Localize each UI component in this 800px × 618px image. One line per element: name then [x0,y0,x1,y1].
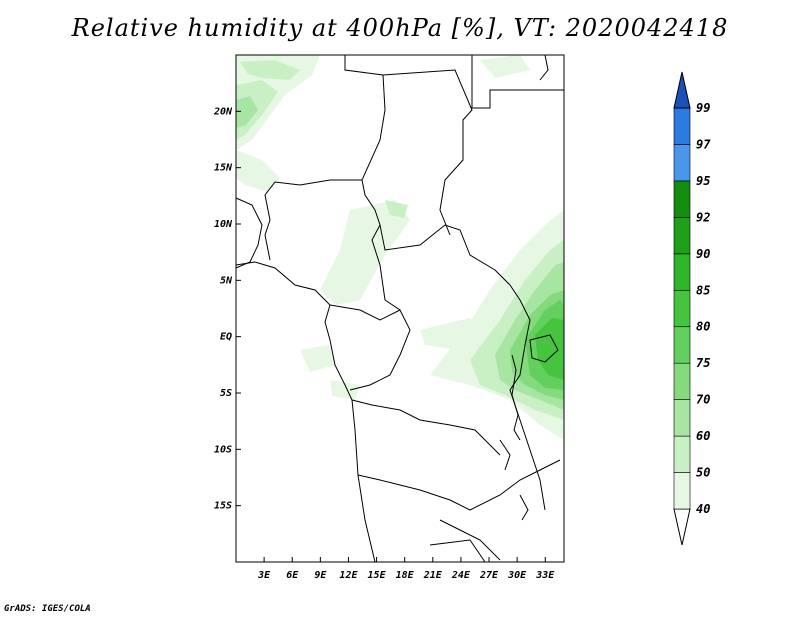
lon-tick-label: 12E [339,570,358,581]
map-frame [235,54,565,563]
colorbar-label: 85 [696,283,710,297]
colorbar-segment [673,107,691,145]
colorbar-segment [673,362,691,400]
colorbar-label: 95 [696,174,710,188]
colorbar-segment [673,289,691,328]
lat-tick-label: 5S [220,388,232,399]
lon-tick-label: 15E [368,570,387,581]
colorbar-segment [673,326,691,364]
lon-tick-label: 6E [286,570,299,581]
grads-credit: GrADS: IGES/COLA [4,604,91,614]
colorbar-label: 92 [696,210,710,224]
lon-tick-label: 24E [451,570,471,581]
colorbar-segment [673,180,691,218]
lon-tick-label: 18E [396,570,415,581]
colorbar-label: 80 [696,320,710,334]
colorbar-label: 70 [696,393,710,407]
lat-tick-label: 15N [214,163,233,174]
colorbar-label: 40 [696,502,710,516]
lon-tick-label: 27E [479,570,499,581]
lat-tick-label: EQ [220,332,232,343]
colorbar-legend: 40 50 60 70 75 80 85 90 92 95 97 99 [673,71,711,546]
colorbar-high-triangle [673,71,691,109]
country-borders [235,54,564,563]
lat-tick-label: 10S [214,444,232,455]
colorbar-segment [673,399,691,437]
lat-tick-label: 15S [214,501,232,512]
lon-tick-label: 21E [423,570,443,581]
colorbar-segment [673,217,691,255]
colorbar-segment [673,144,691,182]
colorbar-label: 75 [696,356,710,370]
colorbar-label: 97 [696,137,711,151]
colorbar-label: 50 [696,466,710,480]
lon-tick-label: 9E [314,570,327,581]
lon-tick-label: 30E [507,570,527,581]
colorbar-label: 99 [696,101,710,115]
colorbar-segment [673,253,691,291]
colorbar-segment [673,435,691,473]
lon-tick-label: 3E [257,570,271,581]
lon-tick-label: 33E [535,570,555,581]
longitude-axis: 3E 6E 9E 12E 15E 18E 21E 24E 27E 30E 33E [257,557,555,581]
lat-tick-label: 10N [214,219,233,230]
colorbar-label: 60 [696,429,710,443]
map-title: Relative humidity at 400hPa [%], VT: 202… [71,14,729,42]
lat-tick-label: 5N [220,275,233,286]
humidity-shading [236,55,564,440]
lat-tick-label: 20N [213,106,233,117]
colorbar-label: 90 [696,247,710,261]
colorbar-low-triangle [673,508,691,546]
colorbar-segment [673,472,691,510]
latitude-axis: 20N 15N 10N 5N EQ 5S 10S 15S [213,106,241,512]
